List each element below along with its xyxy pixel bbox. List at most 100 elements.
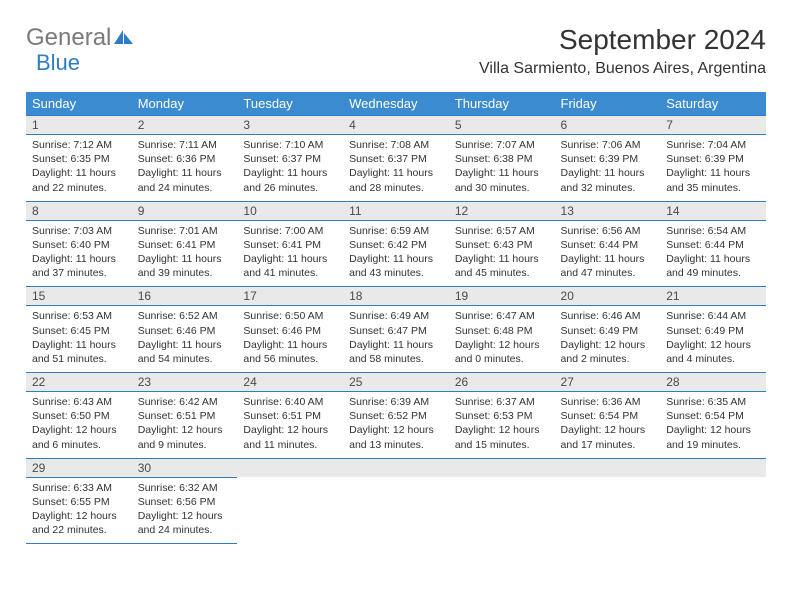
sunset-text: Sunset: 6:42 PM bbox=[349, 238, 443, 252]
sunset-text: Sunset: 6:48 PM bbox=[455, 324, 549, 338]
day-data: Sunrise: 6:44 AMSunset: 6:49 PMDaylight:… bbox=[660, 306, 766, 372]
day-data: Sunrise: 6:54 AMSunset: 6:44 PMDaylight:… bbox=[660, 221, 766, 287]
day-cell: Sunrise: 7:06 AMSunset: 6:39 PMDaylight:… bbox=[555, 135, 661, 202]
sunrise-text: Sunrise: 6:53 AM bbox=[32, 309, 126, 323]
week-data-row: Sunrise: 7:12 AMSunset: 6:35 PMDaylight:… bbox=[26, 135, 766, 202]
sunrise-text: Sunrise: 6:50 AM bbox=[243, 309, 337, 323]
day-cell: 21 bbox=[660, 287, 766, 306]
sunrise-text: Sunrise: 6:56 AM bbox=[561, 224, 655, 238]
weekday-header: Wednesday bbox=[343, 92, 449, 116]
day-cell: 8 bbox=[26, 201, 132, 220]
day-cell: 26 bbox=[449, 373, 555, 392]
day-cell: Sunrise: 6:46 AMSunset: 6:49 PMDaylight:… bbox=[555, 306, 661, 373]
sunrise-text: Sunrise: 6:59 AM bbox=[349, 224, 443, 238]
day-data: Sunrise: 6:49 AMSunset: 6:47 PMDaylight:… bbox=[343, 306, 449, 372]
day-data: Sunrise: 7:08 AMSunset: 6:37 PMDaylight:… bbox=[343, 135, 449, 201]
sunset-text: Sunset: 6:50 PM bbox=[32, 409, 126, 423]
day-number: 17 bbox=[237, 287, 343, 305]
day-cell: Sunrise: 6:50 AMSunset: 6:46 PMDaylight:… bbox=[237, 306, 343, 373]
day-data: Sunrise: 6:43 AMSunset: 6:50 PMDaylight:… bbox=[26, 392, 132, 458]
day-cell: Sunrise: 6:33 AMSunset: 6:55 PMDaylight:… bbox=[26, 477, 132, 544]
day-data: Sunrise: 7:06 AMSunset: 6:39 PMDaylight:… bbox=[555, 135, 661, 201]
weekday-header-row: SundayMondayTuesdayWednesdayThursdayFrid… bbox=[26, 92, 766, 116]
sunset-text: Sunset: 6:41 PM bbox=[243, 238, 337, 252]
day-cell: Sunrise: 6:49 AMSunset: 6:47 PMDaylight:… bbox=[343, 306, 449, 373]
day-cell: 5 bbox=[449, 116, 555, 135]
empty-cell bbox=[555, 477, 661, 544]
day-data: Sunrise: 6:42 AMSunset: 6:51 PMDaylight:… bbox=[132, 392, 238, 458]
week-data-row: Sunrise: 6:43 AMSunset: 6:50 PM Daylight:… bbox=[26, 392, 766, 459]
day-cell: 4 bbox=[343, 116, 449, 135]
sunset-text: Sunset: 6:45 PM bbox=[32, 324, 126, 338]
day-data: Sunrise: 6:46 AMSunset: 6:49 PMDaylight:… bbox=[555, 306, 661, 372]
day-cell: Sunrise: 6:54 AMSunset: 6:44 PMDaylight:… bbox=[660, 220, 766, 287]
sunset-text: Sunset: 6:36 PM bbox=[138, 152, 232, 166]
sunset-text: Sunset: 6:44 PM bbox=[666, 238, 760, 252]
empty-cell bbox=[343, 477, 449, 544]
daylight-text: Daylight: 11 hours and 39 minutes. bbox=[138, 252, 232, 280]
sunrise-text: Sunrise: 7:08 AM bbox=[349, 138, 443, 152]
daylight-text: Daylight: 11 hours and 54 minutes. bbox=[138, 338, 232, 366]
day-cell: 3 bbox=[237, 116, 343, 135]
daylight-text: Daylight: 12 hours and 9 minutes. bbox=[138, 423, 232, 451]
day-data: Sunrise: 6:57 AMSunset: 6:43 PMDaylight:… bbox=[449, 221, 555, 287]
day-data: Sunrise: 6:52 AMSunset: 6:46 PMDaylight:… bbox=[132, 306, 238, 372]
sunset-text: Sunset: 6:54 PM bbox=[561, 409, 655, 423]
daylight-text: Daylight: 12 hours and 11 minutes. bbox=[243, 423, 337, 451]
day-cell: 16 bbox=[132, 287, 238, 306]
daylight-text: Daylight: 11 hours and 26 minutes. bbox=[243, 166, 337, 194]
sunset-text: Sunset: 6:53 PM bbox=[455, 409, 549, 423]
day-number: 5 bbox=[449, 116, 555, 134]
sunset-text: Sunset: 6:41 PM bbox=[138, 238, 232, 252]
day-cell: Sunrise: 6:39 AMSunset: 6:52 PMDaylight:… bbox=[343, 392, 449, 459]
empty-cell bbox=[449, 477, 555, 544]
sunset-text: Sunset: 6:51 PM bbox=[243, 409, 337, 423]
week-daynum-row: 891011121314 bbox=[26, 201, 766, 220]
day-number: 24 bbox=[237, 373, 343, 391]
day-number: 12 bbox=[449, 202, 555, 220]
sunrise-text: Sunrise: 6:43 AM bbox=[32, 395, 126, 409]
sunset-text: Sunset: 6:39 PM bbox=[561, 152, 655, 166]
day-cell: Sunrise: 7:00 AMSunset: 6:41 PMDaylight:… bbox=[237, 220, 343, 287]
daylight-text: Daylight: 12 hours and 4 minutes. bbox=[666, 338, 760, 366]
day-cell: 12 bbox=[449, 201, 555, 220]
day-cell: Sunrise: 6:37 AMSunset: 6:53 PMDaylight:… bbox=[449, 392, 555, 459]
sunrise-text: Sunrise: 7:04 AM bbox=[666, 138, 760, 152]
daylight-text: Daylight: 12 hours and 2 minutes. bbox=[561, 338, 655, 366]
sunrise-text: Sunrise: 7:07 AM bbox=[455, 138, 549, 152]
week-daynum-row: 1234567 bbox=[26, 116, 766, 135]
day-number: 23 bbox=[132, 373, 238, 391]
location: Villa Sarmiento, Buenos Aires, Argentina bbox=[479, 60, 766, 78]
day-number: 21 bbox=[660, 287, 766, 305]
weekday-header: Thursday bbox=[449, 92, 555, 116]
day-data: Sunrise: 6:50 AMSunset: 6:46 PMDaylight:… bbox=[237, 306, 343, 372]
day-number: 15 bbox=[26, 287, 132, 305]
day-data: Sunrise: 6:36 AMSunset: 6:54 PMDaylight:… bbox=[555, 392, 661, 458]
day-cell: Sunrise: 7:01 AMSunset: 6:41 PMDaylight:… bbox=[132, 220, 238, 287]
day-data: Sunrise: 7:11 AMSunset: 6:36 PMDaylight:… bbox=[132, 135, 238, 201]
day-number: 16 bbox=[132, 287, 238, 305]
sunrise-text: Sunrise: 6:35 AM bbox=[666, 395, 760, 409]
sunset-text: Sunset: 6:52 PM bbox=[349, 409, 443, 423]
day-data: Sunrise: 6:53 AMSunset: 6:45 PMDaylight:… bbox=[26, 306, 132, 372]
day-data: Sunrise: 6:40 AMSunset: 6:51 PMDaylight:… bbox=[237, 392, 343, 458]
day-cell: 19 bbox=[449, 287, 555, 306]
sunset-text: Sunset: 6:46 PM bbox=[138, 324, 232, 338]
day-data: Sunrise: 6:56 AMSunset: 6:44 PMDaylight:… bbox=[555, 221, 661, 287]
day-cell: Sunrise: 7:10 AMSunset: 6:37 PMDaylight:… bbox=[237, 135, 343, 202]
day-number: 9 bbox=[132, 202, 238, 220]
day-data: Sunrise: 7:03 AMSunset: 6:40 PMDaylight:… bbox=[26, 221, 132, 287]
day-cell: Sunrise: 6:32 AMSunset: 6:56 PMDaylight:… bbox=[132, 477, 238, 544]
week-daynum-row: 22232425262728 bbox=[26, 373, 766, 392]
day-cell: Sunrise: 6:52 AMSunset: 6:46 PMDaylight:… bbox=[132, 306, 238, 373]
daylight-text: Daylight: 12 hours and 13 minutes. bbox=[349, 423, 443, 451]
day-cell: Sunrise: 6:36 AMSunset: 6:54 PMDaylight:… bbox=[555, 392, 661, 459]
page-title: September 2024 bbox=[479, 24, 766, 56]
day-data: Sunrise: 7:10 AMSunset: 6:37 PMDaylight:… bbox=[237, 135, 343, 201]
day-data: Sunrise: 6:35 AMSunset: 6:54 PMDaylight:… bbox=[660, 392, 766, 458]
sunrise-text: Sunrise: 7:03 AM bbox=[32, 224, 126, 238]
week-daynum-row: 15161718192021 bbox=[26, 287, 766, 306]
day-cell: Sunrise: 6:56 AMSunset: 6:44 PMDaylight:… bbox=[555, 220, 661, 287]
daylight-text: Daylight: 11 hours and 30 minutes. bbox=[455, 166, 549, 194]
week-daynum-row: 2930 bbox=[26, 458, 766, 477]
